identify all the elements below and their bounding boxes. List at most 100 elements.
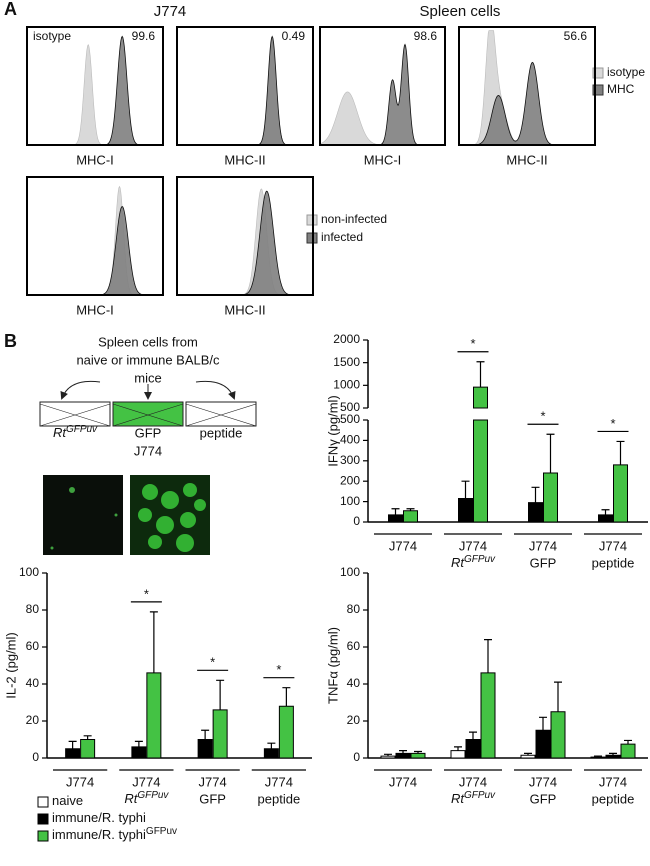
bar	[403, 510, 418, 523]
y-axis-label: IFNγ (pg/ml)	[325, 395, 340, 467]
x-tick-sublabel: RtGFPuv	[451, 554, 496, 571]
bar	[535, 729, 551, 759]
legend-label-sup: GFPuv	[146, 826, 177, 837]
error-bar	[469, 731, 477, 740]
error-bar	[216, 679, 225, 710]
significance-star: *	[540, 409, 545, 424]
y-tick-label: 1000	[333, 378, 360, 392]
y-tick-label: 60	[26, 639, 40, 653]
header: Spleen cells	[420, 3, 501, 20]
bar	[480, 672, 496, 759]
error-bar	[616, 440, 625, 465]
error-bar	[554, 681, 562, 712]
bar	[388, 514, 403, 523]
y-tick-label: 0	[353, 514, 360, 528]
bar	[550, 711, 566, 759]
bar	[263, 748, 279, 759]
well-label: RtGFPuv	[53, 424, 98, 441]
bar	[65, 748, 81, 759]
x-tick-label: J774	[459, 538, 487, 553]
histogram-frame	[26, 26, 164, 146]
histogram: 56.6 MHC-II	[458, 26, 596, 167]
well-label: GFP	[135, 425, 162, 440]
error-bar	[461, 480, 470, 499]
legend-label: immune/R. typhiGFPuv	[52, 826, 177, 843]
y-tick-label: 2000	[333, 332, 360, 346]
bar	[598, 514, 613, 523]
histogram-stain	[177, 35, 313, 146]
x-tick-label: J774	[599, 774, 627, 789]
bar	[278, 705, 294, 759]
bar	[146, 672, 162, 759]
legend-swatch	[37, 813, 49, 825]
significance-star: *	[144, 586, 149, 601]
histogram-percent: 99.6	[132, 29, 156, 43]
y-tick-label: 80	[347, 602, 361, 616]
bar	[212, 709, 228, 759]
legend-swatch	[592, 84, 604, 96]
histogram: MHC-II	[176, 176, 314, 317]
x-tick-sublabel-sup: GFPuv	[137, 790, 169, 801]
bar	[380, 755, 396, 759]
well-label: peptide	[200, 425, 243, 440]
significance-star: *	[210, 655, 215, 670]
x-tick-label: J774	[265, 774, 293, 789]
legend-swatch	[37, 796, 49, 808]
y-tick-label: 20	[347, 713, 361, 727]
x-tick-sublabel-base: Rt	[124, 791, 138, 806]
y-axis-label: IL-2 (pg/ml)	[3, 632, 18, 698]
bar	[410, 752, 426, 759]
error-bar	[384, 753, 392, 757]
histogram: 0.49 MHC-II	[176, 26, 314, 167]
schematic-title: mice	[134, 370, 161, 385]
bar	[131, 746, 147, 759]
error-bar	[83, 735, 92, 740]
x-tick-label: J774	[529, 538, 557, 553]
x-tick-sublabel-base: Rt	[451, 555, 465, 570]
y-tick-label: 100	[19, 565, 39, 579]
error-bar	[539, 716, 547, 731]
error-bar	[267, 742, 276, 749]
error-bar	[391, 508, 400, 515]
y-tick-label: 400	[340, 433, 360, 447]
legend-label: isotype	[607, 65, 645, 79]
x-tick-label: J774	[599, 538, 627, 553]
bar	[520, 754, 536, 759]
x-tick-sublabel: RtGFPuv	[451, 790, 496, 807]
wells	[39, 380, 257, 427]
legend-swatch	[37, 830, 49, 842]
histogram-xlabel: MHC-I	[76, 302, 114, 317]
bar	[528, 502, 543, 523]
well-label-sup: GFPuv	[66, 424, 98, 435]
error-bar	[399, 750, 407, 754]
bar	[450, 750, 466, 759]
histogram-isotype	[177, 38, 313, 146]
histogram-xlabel: MHC-I	[76, 152, 114, 167]
bar	[395, 752, 411, 759]
histogram-frame	[458, 26, 596, 146]
error-bar	[594, 755, 602, 758]
histogram-isotype	[319, 91, 445, 146]
histogram-frame	[176, 26, 314, 146]
x-tick-label: J774	[389, 538, 417, 553]
y-tick-label: 300	[340, 453, 360, 467]
y-tick-label: 20	[26, 713, 40, 727]
histogram-stain	[27, 205, 163, 296]
x-tick-label: J774	[389, 774, 417, 789]
bar	[590, 756, 606, 759]
bar	[620, 743, 636, 759]
y-tick-label: 200	[340, 473, 360, 487]
x-tick-sublabel: peptide	[258, 791, 301, 806]
histogram-percent: 98.6	[414, 29, 438, 43]
bar	[465, 739, 481, 759]
error-bar	[149, 611, 158, 673]
histogram-percent: 56.6	[564, 29, 588, 43]
header: J774	[154, 3, 187, 20]
error-bar	[282, 687, 291, 707]
histogram-frame	[176, 176, 314, 296]
histogram-frame	[26, 176, 164, 296]
significance-star: *	[470, 336, 475, 351]
